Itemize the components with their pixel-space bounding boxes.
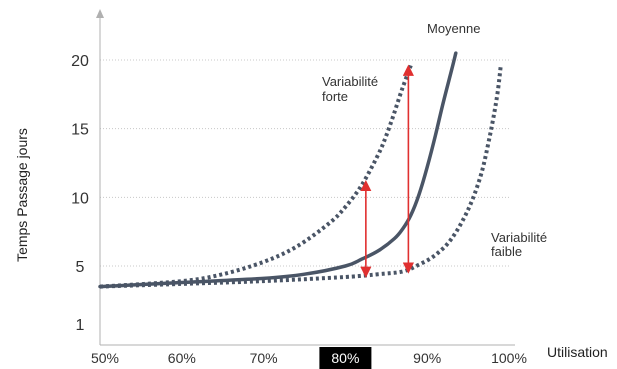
x-axis-title: Utilisation — [547, 344, 608, 360]
y-axis-title: Temps Passage jours — [14, 128, 30, 262]
x-tick-labels: 50% 60% 70% 80% 90% 100% — [91, 347, 527, 369]
annotation-faible-line1: Variabilité — [491, 230, 547, 245]
x-tick-label: 50% — [91, 350, 119, 366]
x-tick-label: 90% — [413, 350, 441, 366]
annotation-forte-line2: forte — [322, 89, 348, 104]
y-tick-label: 15 — [71, 122, 89, 139]
series-variabilite-faible-line — [99, 65, 503, 289]
series-layer — [98, 51, 503, 289]
x-tick-label: 100% — [491, 350, 527, 366]
y-tick-label: 20 — [71, 53, 89, 70]
annotation-faible-line2: faible — [491, 244, 522, 259]
y-tick-label: 10 — [71, 190, 89, 207]
x-tick-label: 80% — [331, 350, 359, 366]
y-axis-arrow-icon — [96, 9, 104, 18]
series-variabilite-forte-line — [99, 64, 413, 289]
series-moyenne-line — [98, 51, 458, 289]
y-tick-label: 5 — [76, 259, 85, 276]
gridlines — [100, 59, 509, 267]
annotation-moyenne: Moyenne — [427, 21, 480, 36]
y-tick-label: 1 — [76, 317, 85, 334]
arrows-layer — [360, 64, 414, 278]
x-tick-highlight — [319, 347, 372, 369]
annotation-forte-line1: Variabilité — [322, 74, 378, 89]
x-tick-label: 70% — [250, 350, 278, 366]
x-tick-label: 60% — [168, 350, 196, 366]
